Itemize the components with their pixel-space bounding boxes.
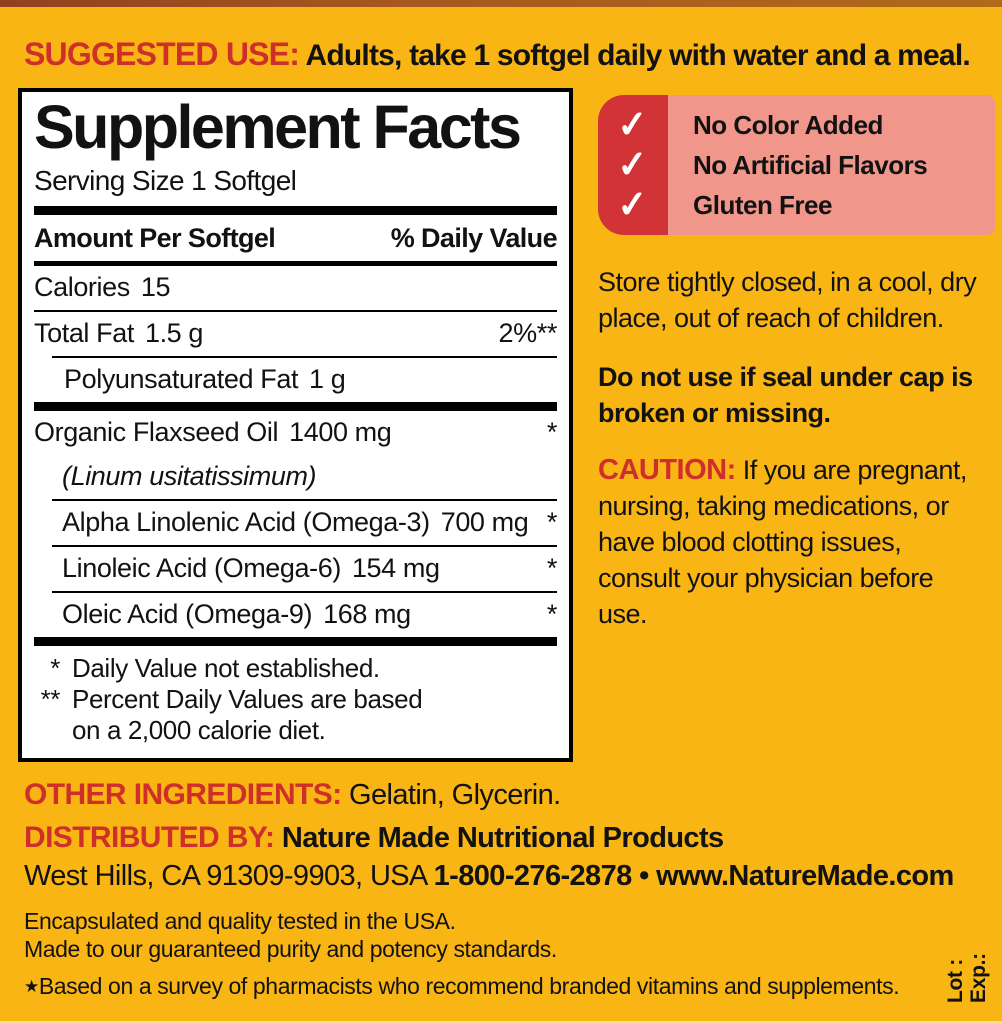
nutrient-name: Oleic Acid (Omega-9) [62,599,313,630]
nutrient-amount: 1.5 g [144,318,204,349]
divider [34,310,557,313]
nutrient-name: Linoleic Acid (Omega-6) [62,553,341,584]
botanical-name: (Linum usitatissimum) [62,461,317,492]
nutrient-amount: 168 mg [323,599,411,630]
other-ingredients-text: Gelatin, Glycerin. [349,779,561,811]
daily-value: 2%** [498,318,558,349]
survey-note: ★Based on a survey of pharmacists who re… [24,973,979,1000]
nutrient-name: Polyunsaturated Fat [64,364,299,395]
nutrient-name: Calories [34,272,130,303]
nutrient-amount: 15 [140,272,171,303]
table-row: Linoleic Acid (Omega-6) 154 mg * [34,547,557,591]
footer: OTHER INGREDIENTS: Gelatin, Glycerin. DI… [24,776,979,1000]
nutrient-amount: 154 mg [351,553,440,584]
footnote-symbol: * [50,653,60,684]
table-row: Organic Flaxseed Oil 1400 mg * [34,411,557,455]
table-row: Calories 15 [34,266,557,310]
footnote-text: Percent Daily Values are based on a 2,00… [72,684,423,746]
divider [52,591,557,594]
suggested-use-line: SUGGESTED USE: Adults, take 1 softgel da… [24,36,984,73]
table-row: Total Fat 1.5 g 2%** [34,312,557,356]
distributed-by-line: DISTRIBUTED BY: Nature Made Nutritional … [24,819,979,857]
divider [52,545,557,548]
daily-value: * [546,599,558,630]
amount-per-softgel-header: Amount Per Softgel [34,223,276,254]
caution-label: CAUTION: [598,454,736,486]
divider [34,402,557,412]
lot-exp-block: Lot : Exp.: [944,931,992,1003]
footnote-text: Daily Value not established. [72,653,380,684]
address-line: West Hills, CA 91309-9903, USA 1-800-276… [24,857,979,895]
daily-value: * [546,507,558,538]
footnote-symbol: ** [40,684,61,715]
table-row: Alpha Linolenic Acid (Omega-3) 700 mg * [34,501,557,545]
nutrient-name: Organic Flaxseed Oil [34,417,279,448]
suggested-use-label: SUGGESTED USE: [24,36,300,72]
distributed-by-label: DISTRIBUTED BY: [24,821,275,854]
check-icon: ✓ [616,182,650,227]
facts-header-row: Amount Per Softgel % Daily Value [34,215,558,261]
star-icon: ★ [24,977,39,996]
nutrient-amount: 700 mg [440,507,529,538]
check-icon: ✓ [616,102,650,147]
footnotes: * Daily Value not established. ** Percen… [34,646,557,746]
seal-warning: Do not use if seal under cap is broken o… [598,362,973,428]
claim-item: No Artificial Flavors [693,150,928,180]
nutrient-amount: 1400 mg [289,417,392,448]
other-ingredients-label: OTHER INGREDIENTS: [24,778,342,811]
quality-statement: Encapsulated and quality tested in the U… [24,907,979,963]
exp-label: Exp.: [967,953,990,1003]
divider [34,637,557,647]
label-top-edge [0,0,1002,7]
divider [34,206,557,216]
claim-item: No Color Added [693,110,883,140]
table-row: Oleic Acid (Omega-9) 168 mg * [34,593,557,637]
nutrient-name: Alpha Linolenic Acid (Omega-3) [62,507,430,538]
right-column: ✓ ✓ ✓ No Color Added No Artificial Flavo… [598,95,998,632]
nutrient-amount: 1 g [309,364,346,395]
divider [52,356,557,359]
divider [34,261,557,267]
panel-title: Supplement Facts [34,93,522,161]
claims-badge: ✓ ✓ ✓ No Color Added No Artificial Flavo… [598,95,995,235]
caution-text: If you are pregnant, nursing, taking med… [598,455,967,629]
table-row: (Linum usitatissimum) [34,455,557,499]
daily-value: * [546,553,558,584]
daily-value: * [546,417,558,448]
supplement-facts-panel: Supplement Facts Serving Size 1 Softgel … [18,88,573,762]
bullet-separator: • [639,860,649,892]
website-url: www.NatureMade.com [656,860,954,892]
divider [52,499,557,502]
claim-item: Gluten Free [693,190,832,220]
footnote: ** Percent Daily Values are based on a 2… [34,684,557,746]
other-ingredients-line: OTHER INGREDIENTS: Gelatin, Glycerin. [24,776,979,814]
table-row: Polyunsaturated Fat 1 g [34,358,557,402]
nutrient-name: Total Fat [34,318,134,349]
quality-line: Encapsulated and quality tested in the U… [24,908,456,934]
daily-value-header: % Daily Value [390,223,558,254]
phone-number: 1-800-276-2878 [433,860,633,892]
distributor-address: West Hills, CA 91309-9903, USA [24,860,427,892]
claims-badge-check-strip: ✓ ✓ ✓ [598,95,668,235]
claims-badge-items: No Color Added No Artificial Flavors Glu… [668,95,995,235]
label-bottom-edge [0,1021,1002,1024]
distributor-company: Nature Made Nutritional Products [281,822,724,854]
caution-block: CAUTION: If you are pregnant, nursing, t… [598,452,970,632]
survey-text: Based on a survey of pharmacists who rec… [38,973,900,999]
serving-size: Serving Size 1 Softgel [34,165,297,197]
footnote: * Daily Value not established. [34,653,557,684]
storage-instructions: Store tightly closed, in a cool, dry pla… [598,267,977,333]
lot-label: Lot : [944,959,967,1003]
check-icon: ✓ [616,142,650,187]
suggested-use-text: Adults, take 1 softgel daily with water … [305,39,971,72]
quality-line: Made to our guaranteed purity and potenc… [24,936,557,962]
